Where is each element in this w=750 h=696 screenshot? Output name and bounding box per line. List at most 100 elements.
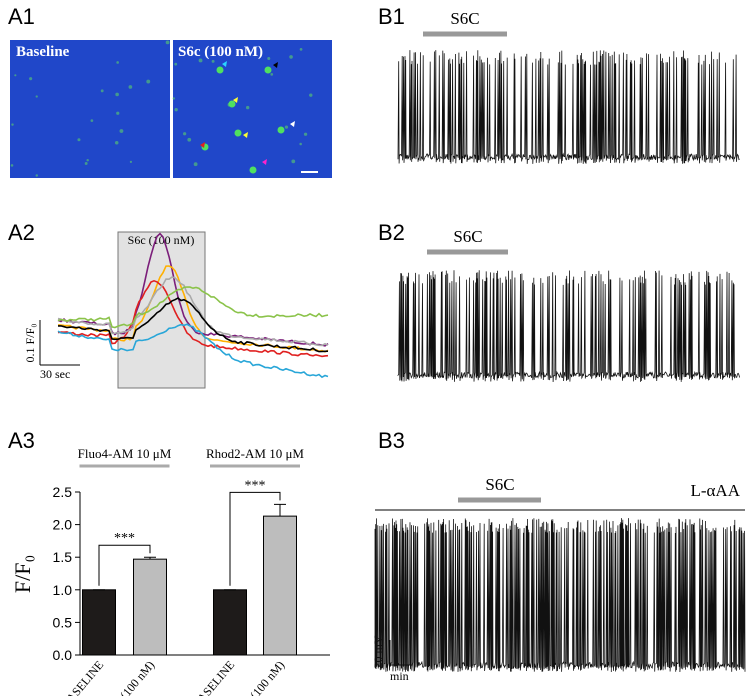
significance-bracket — [98, 544, 151, 586]
speck — [174, 107, 178, 112]
speck — [35, 95, 38, 98]
trace — [57, 279, 329, 358]
arrowhead — [200, 142, 205, 148]
stim-label: S6C — [485, 475, 514, 494]
speck — [115, 92, 119, 97]
speck — [116, 111, 120, 115]
bar — [133, 558, 167, 656]
stim-label: S6C — [453, 227, 482, 246]
group-label: Fluo4-AM 10 μM — [78, 446, 172, 461]
cell — [264, 66, 272, 74]
speck — [299, 142, 302, 146]
speck — [193, 162, 198, 167]
scale-label: 30 sec — [40, 367, 70, 381]
error-bar — [274, 503, 286, 517]
speck — [128, 85, 133, 89]
y-tick-label: 2.0 — [53, 517, 73, 533]
speck — [86, 158, 89, 162]
speck — [270, 73, 274, 76]
scale-label: 0.1 F/F₀ — [23, 324, 37, 363]
speck — [114, 141, 119, 145]
y-tick-label: 1.5 — [53, 549, 73, 565]
speck — [245, 105, 250, 110]
significance-label: *** — [114, 531, 135, 546]
arrowhead — [243, 132, 248, 138]
bar — [213, 589, 247, 656]
speck — [267, 56, 271, 60]
speck — [211, 59, 215, 63]
error-bar — [144, 556, 156, 560]
speck — [90, 119, 94, 122]
arrowhead — [222, 61, 227, 67]
speck — [284, 125, 289, 129]
stim-label: S6C — [450, 9, 479, 28]
image-label: Baseline — [16, 44, 70, 60]
speck — [14, 74, 17, 77]
panel-label: B3 — [378, 428, 405, 453]
arrowhead — [233, 97, 238, 103]
speck — [187, 137, 192, 142]
speck — [291, 159, 296, 164]
trace — [57, 323, 329, 379]
significance-label: *** — [245, 478, 266, 493]
speck — [10, 164, 14, 167]
trace — [57, 276, 329, 347]
y-tick-label: 0.5 — [53, 614, 73, 630]
panel-label: A1 — [8, 4, 35, 29]
speck — [116, 61, 119, 64]
cell — [228, 100, 236, 108]
image-baseline — [10, 40, 170, 178]
spike-trace — [397, 50, 740, 164]
x-tick-label: S6C (100 nM) — [102, 658, 157, 696]
speck — [129, 160, 133, 163]
y-axis-label: F/F₀ — [10, 555, 35, 593]
calcium-traces — [57, 232, 329, 379]
spike-trace — [374, 518, 746, 673]
panel-label: B2 — [378, 220, 405, 245]
group-label: Rhod2-AM 10 μM — [206, 446, 304, 461]
scale-label: min — [390, 669, 409, 683]
speck — [198, 58, 203, 63]
speck — [172, 97, 175, 100]
speck — [174, 62, 178, 66]
drug-label: L-αAA — [690, 481, 740, 500]
bar — [263, 515, 297, 656]
panel-label: B1 — [378, 4, 405, 29]
stim-label: S6c (100 nM) — [128, 233, 195, 247]
trace — [57, 286, 329, 329]
cell — [216, 66, 224, 74]
speck — [146, 79, 151, 84]
image-s6c — [173, 40, 332, 178]
speck — [299, 47, 303, 51]
speck — [182, 132, 187, 136]
arrowhead — [273, 62, 278, 68]
arrowhead — [262, 159, 267, 165]
speck — [119, 129, 124, 133]
significance-bracket — [229, 491, 281, 586]
y-tick-label: 1.0 — [53, 582, 73, 598]
spike-trace — [397, 270, 740, 383]
speck — [165, 40, 170, 45]
panel-label: A2 — [8, 220, 35, 245]
y-tick-label: 0.0 — [53, 647, 73, 663]
cell-dots — [10, 40, 313, 177]
speck — [11, 123, 14, 126]
cell — [234, 129, 242, 137]
bar — [82, 589, 116, 656]
cell — [277, 126, 285, 134]
speck — [29, 77, 33, 81]
speck — [35, 174, 38, 177]
speck — [77, 138, 81, 142]
speck — [100, 89, 104, 93]
y-tick-label: 2.5 — [53, 484, 73, 500]
x-tick-label: S6C (100 nM) — [232, 658, 287, 696]
panel-label: A3 — [8, 428, 35, 453]
x-tick-label: BASELINE — [189, 658, 237, 696]
trace — [58, 297, 329, 353]
image-label: S6c (100 nM) — [178, 44, 263, 60]
speck — [289, 55, 293, 59]
cell — [249, 166, 257, 174]
arrowhead — [290, 121, 295, 127]
speck — [84, 162, 88, 165]
